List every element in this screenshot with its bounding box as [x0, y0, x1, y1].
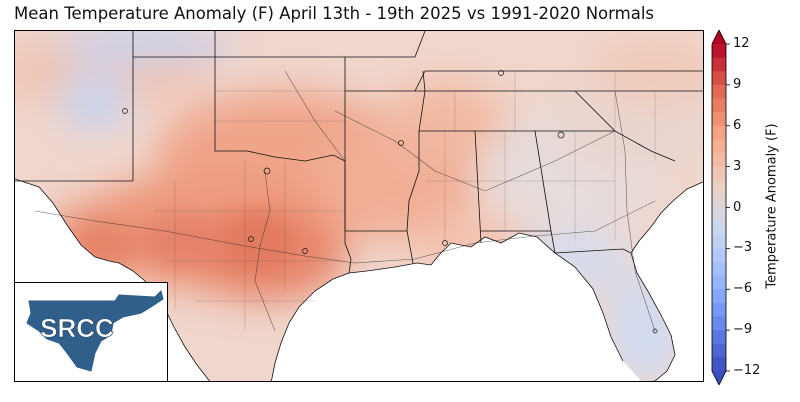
- colorbar-segment: [712, 330, 726, 345]
- colorbar-tick-label: 6: [733, 117, 742, 133]
- colorbar-segment: [712, 357, 726, 372]
- colorbar-tick-label: 3: [733, 158, 742, 174]
- colorbar-label: Temperature Anomaly (F): [764, 123, 780, 289]
- colorbar-segment: [712, 57, 726, 72]
- colorbar-segment: [712, 139, 726, 154]
- colorbar-segment: [712, 289, 726, 304]
- colorbar-segment: [712, 193, 726, 209]
- srcc-logo-text: SRCC: [40, 313, 114, 343]
- colorbar-segment: [712, 84, 726, 100]
- colorbar-segment: [712, 71, 726, 86]
- colorbar-segment: [712, 125, 726, 140]
- colorbar-extend-max: [712, 30, 726, 44]
- colorbar-tick-label: −6: [733, 281, 753, 297]
- colorbar-segment: [712, 221, 726, 236]
- colorbar-tick-label: 0: [733, 199, 742, 215]
- colorbar-svg: [711, 29, 730, 386]
- srcc-region-shape: [26, 290, 164, 372]
- colorbar-segment: [712, 302, 726, 318]
- colorbar-segment: [712, 275, 726, 290]
- srcc-logo-graphic: SRCC: [26, 290, 164, 372]
- colorbar-segment: [712, 316, 726, 331]
- colorbar-segment: [712, 112, 726, 127]
- colorbar-segment: [712, 234, 726, 249]
- colorbar-tick-label: −12: [733, 363, 761, 378]
- colorbar-tick-label: −3: [733, 240, 753, 256]
- map-title: Mean Temperature Anomaly (F) April 13th …: [14, 4, 655, 23]
- colorbar: [710, 29, 742, 386]
- colorbar-segment: [712, 248, 726, 263]
- colorbar-segment: [712, 98, 726, 113]
- city-markers: [122, 70, 658, 334]
- colorbar-segment: [712, 262, 726, 277]
- highways: [34, 70, 656, 332]
- colorbar-tick-label: 12: [733, 36, 750, 51]
- colorbar-segment: [712, 44, 726, 59]
- colorbar-segment: [712, 153, 726, 168]
- colorbar-segment: [712, 166, 726, 181]
- srcc-logo: SRCC: [14, 282, 168, 382]
- colorbar-extend-min: [712, 371, 726, 385]
- colorbar-segment: [712, 180, 726, 195]
- colorbar-tick-label: 9: [733, 76, 742, 92]
- colorbar-segment: [712, 207, 726, 222]
- colorbar-segment: [712, 343, 726, 358]
- colorbar-tick-label: −9: [733, 322, 753, 338]
- state-borders: [15, 31, 703, 381]
